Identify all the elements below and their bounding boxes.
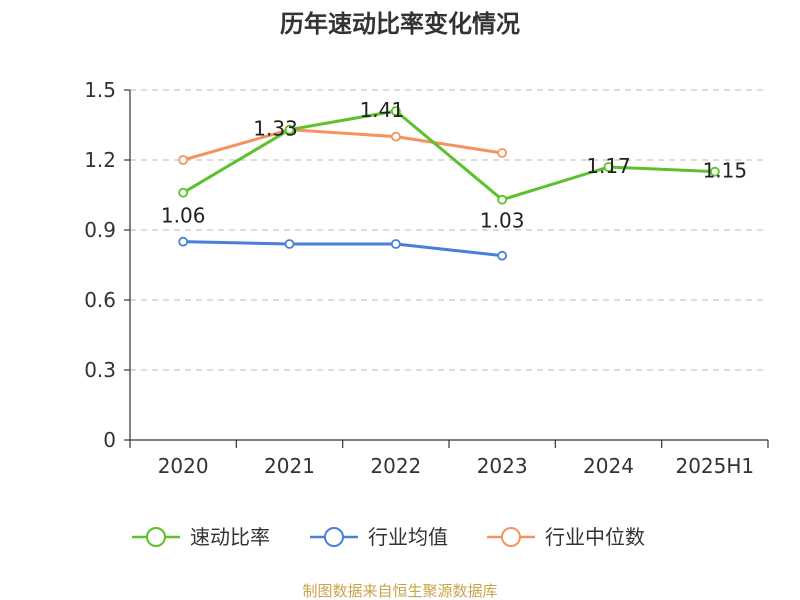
x-tick-label: 2021 xyxy=(264,454,315,478)
data-label: 1.03 xyxy=(480,209,525,233)
series-point-0 xyxy=(390,106,401,116)
x-tick-label: 2023 xyxy=(477,454,528,478)
x-tick-label: 2025H1 xyxy=(675,454,754,478)
series-point-2 xyxy=(178,155,189,165)
series-line-1 xyxy=(183,240,503,258)
data-label: 1.06 xyxy=(161,204,206,228)
data-label: 1.17 xyxy=(586,154,631,178)
data-labels: 1.06 1.33 1.41 1.03 1.17 1.15 xyxy=(161,98,747,233)
x-tick-label: 2020 xyxy=(158,454,209,478)
legend-item-2[interactable]: 行业中位数 xyxy=(487,525,645,549)
axes: 0 0.3 0.6 0.9 1.2 1.5 2020 2021 2022 2023 2024 2025… xyxy=(84,78,769,478)
x-tick-label: 2022 xyxy=(370,454,421,478)
series-line-0 xyxy=(182,109,715,202)
series-point-2 xyxy=(497,148,508,158)
source-note: 制图数据来自恒生聚源数据库 xyxy=(302,582,497,600)
legend-swatch-marker xyxy=(501,527,521,547)
y-tick-label: 0.3 xyxy=(84,358,116,382)
legend-swatch-marker xyxy=(324,527,344,547)
y-tick-label: 0.9 xyxy=(84,218,116,242)
grid xyxy=(130,89,768,371)
series-point-0 xyxy=(709,166,720,177)
data-label: 1.15 xyxy=(703,159,748,183)
series-point-0 xyxy=(497,194,508,205)
x-tick-label: 2024 xyxy=(583,454,634,478)
series-layer xyxy=(178,106,720,261)
series-line-2 xyxy=(182,128,503,162)
y-tick-label: 0 xyxy=(103,428,116,452)
series-point-0 xyxy=(284,124,295,135)
series-point-1 xyxy=(497,250,508,261)
legend-swatch-marker xyxy=(146,527,166,547)
series-point-0 xyxy=(603,162,614,172)
series-point-0 xyxy=(178,187,189,198)
legend-item-1[interactable]: 行业均值 xyxy=(310,525,448,549)
legend-label: 行业中位数 xyxy=(545,525,645,549)
data-label: 1.41 xyxy=(360,98,405,122)
series-point-1 xyxy=(284,239,295,249)
series-point-1 xyxy=(178,236,189,247)
series-point-2 xyxy=(390,131,401,142)
y-tick-label: 0.6 xyxy=(84,288,116,312)
data-label: 1.33 xyxy=(253,117,298,141)
legend[interactable]: 速动比率 行业均值 行业中位数 xyxy=(132,525,645,549)
y-tick-label: 1.2 xyxy=(84,148,116,172)
y-tick-label: 1.5 xyxy=(84,78,116,102)
legend-label: 速动比率 xyxy=(190,525,270,549)
series-point-1 xyxy=(390,239,401,249)
legend-item-0[interactable]: 速动比率 xyxy=(132,525,270,549)
chart-title: 历年速动比率变化情况 xyxy=(280,10,520,38)
legend-label: 行业均值 xyxy=(368,525,448,549)
